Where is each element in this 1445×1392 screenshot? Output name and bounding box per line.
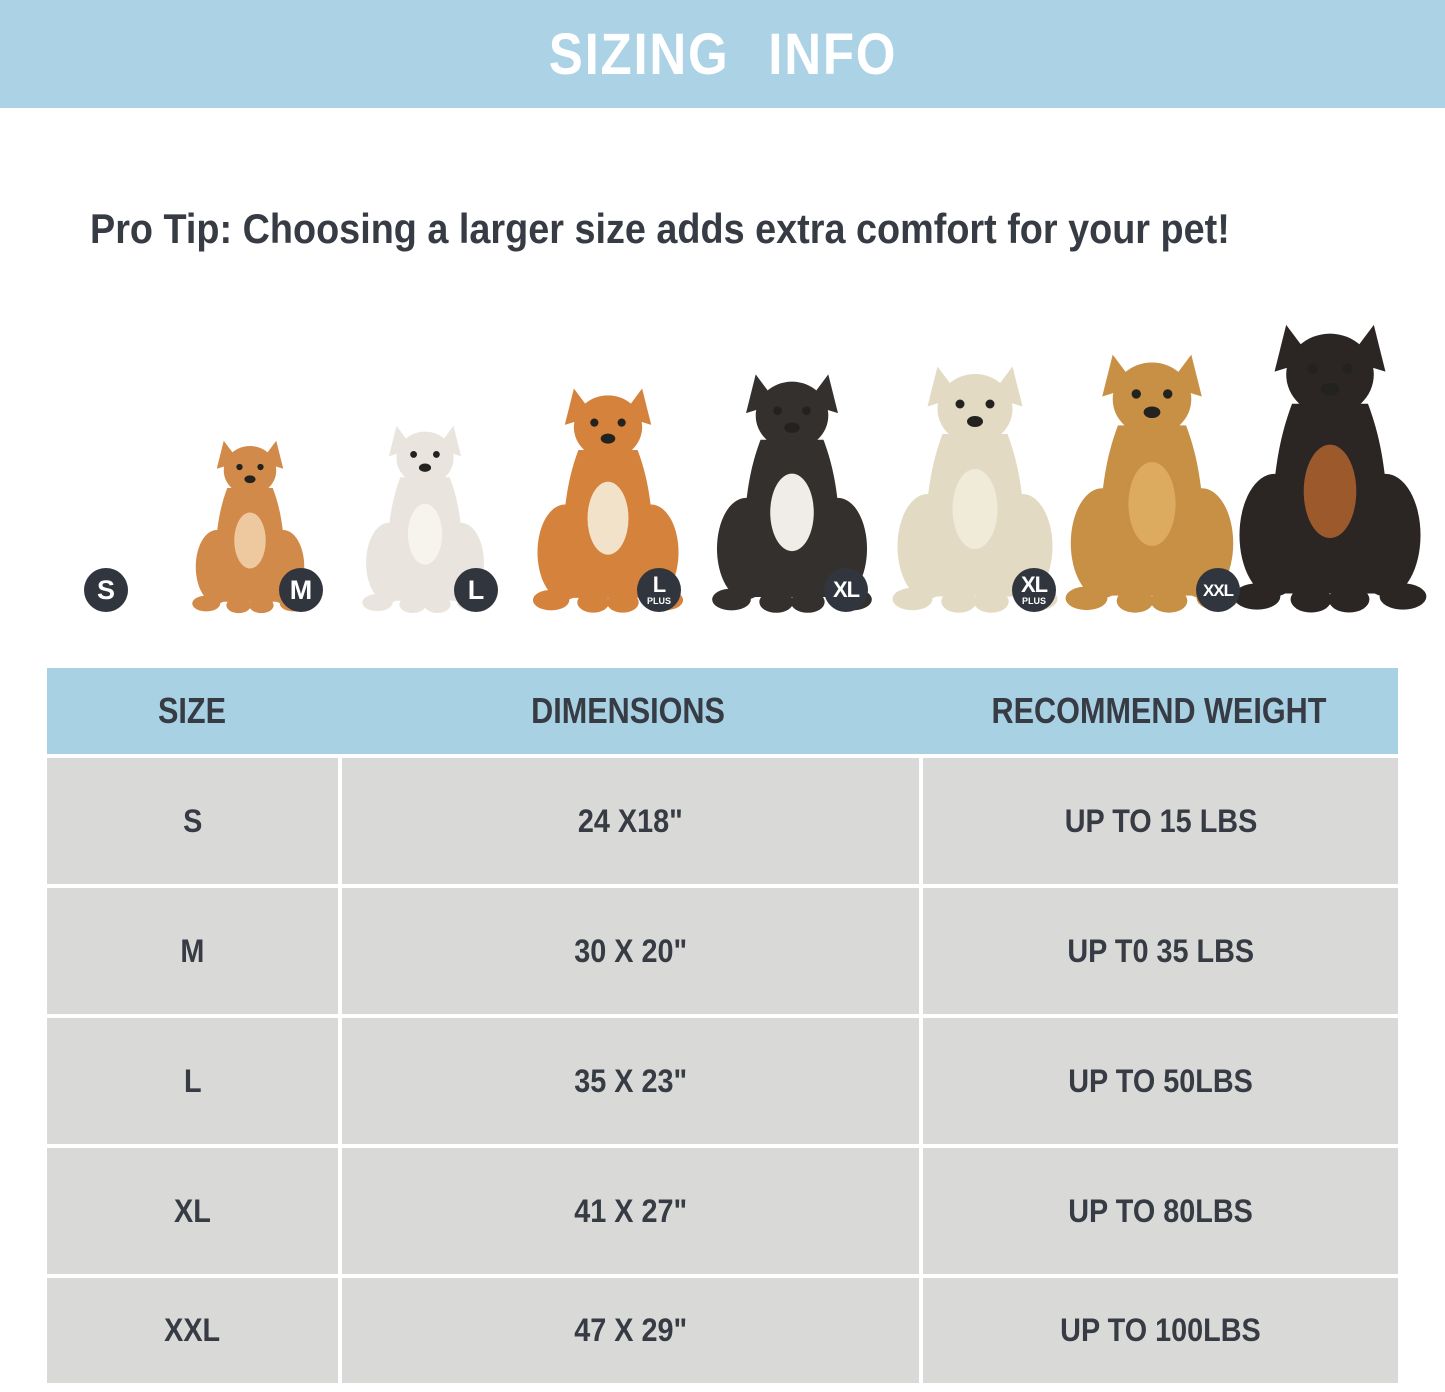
cell-dimensions: 47 X 29": [342, 1278, 919, 1383]
cell-weight: UP TO 100LBS: [923, 1278, 1398, 1383]
cell-size: S: [47, 758, 338, 884]
table-row-m: M 30 X 20" UP T0 35 LBS: [47, 888, 1398, 1014]
size-badge-xl: XL: [824, 568, 868, 612]
size-badge-l-plus: L PLUS: [637, 568, 681, 612]
size-badge-xxl: XXL: [1196, 568, 1240, 612]
table-row-s: S 24 X18" UP TO 15 LBS: [47, 758, 1398, 884]
column-header-dimensions: DIMENSIONS: [531, 690, 726, 731]
dog-size-lineup: S M L L PLUS XL XL: [0, 312, 1445, 622]
sizing-table: SIZE DIMENSIONS RECOMMEND WEIGHT S 24 X1…: [47, 668, 1398, 1383]
cell-dimensions: 35 X 23": [342, 1018, 919, 1144]
cell-dimensions: 24 X18": [342, 758, 919, 884]
size-badge-m-label: M: [289, 574, 313, 605]
cell-weight: UP TO 80LBS: [923, 1148, 1398, 1274]
cell-size: XXL: [47, 1278, 338, 1383]
size-badge-xl-plus-sublabel: PLUS: [1021, 596, 1046, 606]
size-badge-l: L: [454, 568, 498, 612]
size-badge-xl-plus: XL PLUS: [1012, 568, 1056, 612]
cell-size: M: [47, 888, 338, 1014]
page-title: SIZING INFO: [548, 21, 897, 87]
size-badge-xl-plus-label: XL: [1020, 572, 1048, 597]
column-header-size: SIZE: [158, 690, 227, 731]
table-row-xxl: XXL 47 X 29" UP TO 100LBS: [47, 1278, 1398, 1383]
header-banner: SIZING INFO: [0, 0, 1445, 108]
cell-dimensions: 30 X 20": [342, 888, 919, 1014]
size-badge-l-plus-label: L: [652, 572, 666, 597]
column-header-weight: RECOMMEND WEIGHT: [991, 690, 1326, 731]
cell-weight: UP TO 15 LBS: [923, 758, 1398, 884]
cell-weight: UP TO 50LBS: [923, 1018, 1398, 1144]
cell-size: L: [47, 1018, 338, 1144]
cell-dimensions: 41 X 27": [342, 1148, 919, 1274]
cell-size: XL: [47, 1148, 338, 1274]
size-badge-xxl-label: XXL: [1202, 580, 1234, 600]
sizing-table-header: SIZE DIMENSIONS RECOMMEND WEIGHT: [47, 668, 1398, 754]
cell-weight: UP T0 35 LBS: [923, 888, 1398, 1014]
size-badge-m: M: [279, 568, 323, 612]
table-row-xl: XL 41 X 27" UP TO 80LBS: [47, 1148, 1398, 1274]
size-badge-l-label: L: [467, 574, 485, 605]
size-badge-l-plus-sublabel: PLUS: [646, 596, 671, 606]
table-row-l: L 35 X 23" UP TO 50LBS: [47, 1018, 1398, 1144]
pro-tip: Pro Tip: Choosing a larger size adds ext…: [90, 205, 1405, 253]
size-badge-xl-label: XL: [832, 577, 860, 602]
size-badge-s: S: [84, 568, 128, 612]
doberman-dog-image: [1213, 322, 1445, 614]
size-badge-s-label: S: [96, 574, 115, 605]
pro-tip-text: Pro Tip: Choosing a larger size adds ext…: [90, 205, 1230, 252]
